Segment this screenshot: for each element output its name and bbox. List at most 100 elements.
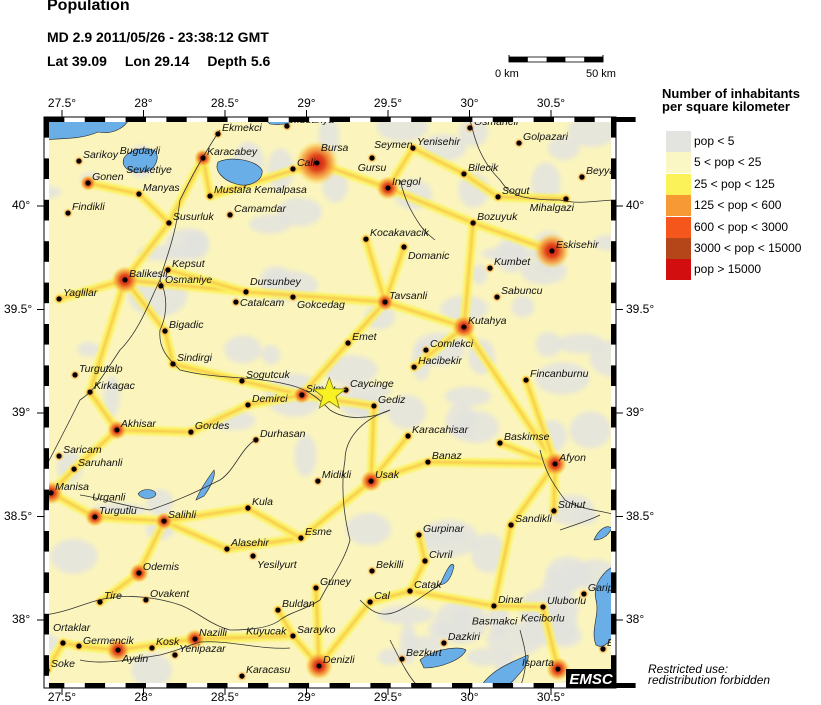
city-marker-saricam [56,453,62,459]
lon-tick-label-bottom: 27.5° [47,690,77,704]
frame-segment [44,406,49,428]
low-density-area [77,342,100,357]
frame-segment [554,117,575,122]
frame-segment [105,683,126,688]
frame-segment [370,117,391,122]
city-marker-durhasan [253,437,259,443]
road-core [299,479,373,540]
lake-isikli [439,564,455,586]
low-density-area [294,434,317,477]
road-core [166,268,248,294]
sea-marmara [44,117,131,141]
low-density-area [531,162,561,204]
city-label-nazilli: Nazilli [199,627,228,639]
city-marker-sabuncu [494,294,500,300]
low-density-area [471,533,507,573]
frame-segment [44,510,49,531]
frame-segment [611,158,616,180]
road-core [116,637,197,652]
city-marker-gokcedag [290,294,296,300]
city-marker-cali [290,166,296,172]
city-marker-odemis [136,570,142,576]
city-marker-susurluk [166,220,172,226]
lon-tick-label-bottom: 28° [134,690,153,704]
road-core [88,278,127,394]
frame-segment [44,344,49,366]
city-marker-tire [97,599,103,605]
city-marker-usak [368,478,374,484]
city-label-karacabey: Karacabey [207,146,258,158]
frame-segment [611,344,616,366]
road-core [137,192,171,225]
epicenter-star-icon[interactable] [312,376,347,410]
low-density-area [589,339,616,377]
legend-swatch [666,259,691,281]
road-core [346,300,387,345]
legend-swatch [666,173,691,195]
city-marker-bozuyuk [470,220,476,226]
city-marker-hacibekir [411,364,417,370]
city-label-cal: Cal [374,590,390,602]
frame-segment [611,324,616,345]
lake-egirdir [593,564,616,647]
city-marker-guney [313,585,319,591]
road-core [86,181,141,196]
city-label-yesilyurt: Yesilyurt [257,559,298,571]
lake-ulubat [216,158,263,186]
frame-segment [166,683,187,688]
frame-segment [452,117,473,122]
frame-segment [611,179,616,200]
city-label-findikli: Findikli [72,201,105,213]
legend-item: 3000 < pop < 15000 [666,238,821,259]
frame-segment [44,468,49,490]
road-core [408,589,496,608]
city-label-seymen: Seymen [374,139,413,151]
city-label-manisa: Manisa [55,481,89,493]
city-marker-bilecik [461,171,467,177]
city-label-afyon: Afyon [558,452,586,464]
legend-item: 5 < pop < 25 [666,152,821,174]
city-marker-germencik [76,643,82,649]
frame-segment [44,386,49,407]
frame-segment [329,683,350,688]
frame-segment [611,117,616,138]
city-label-susurluk: Susurluk [173,211,215,223]
city-marker-buldan [275,607,281,613]
depth-label: Depth 5.6 [207,53,271,69]
city-label-yenipazar: Yenipazar [179,643,226,655]
city-marker-ortaklar [60,640,66,646]
lake-demirkopru [195,469,215,501]
city-label-kuyucak: Kuyucak [246,626,287,638]
frame-segment [611,593,616,614]
low-density-area [50,538,98,574]
legend-label: pop < 5 [694,134,735,148]
city-label-basmakci: Basmakci [472,616,518,628]
road-core [426,460,557,466]
longitude-label: Lon 29.14 [124,53,190,69]
low-density-area [261,345,281,365]
city-label-uluborlu: Uluborlu [547,595,586,607]
lat-tick-label-right: 39.5° [626,301,655,316]
city-marker-kumbet [487,265,493,271]
city-label-mustafa-kemalpasa: Mustafa Kemalpasa [214,184,307,196]
frame-segment [615,117,636,122]
frame-segment [146,117,167,122]
city-marker-sarikoy [76,158,82,164]
city-marker-dursunbey [243,289,249,295]
city-label-bigadic: Bigadic [169,319,204,331]
emsc-logo: EMSC [566,669,616,688]
lon-tick-label-top: 29.5° [373,96,403,110]
city-label-catalcam: Catalcam [240,297,285,309]
low-density-area [259,266,293,292]
city-marker-salihli [161,518,167,524]
city-marker-osmaneli [467,125,473,131]
city-label-yenisehir: Yenisehir [417,136,461,148]
low-density-area [567,117,616,148]
road-core [171,362,244,383]
city-label-sogut: Sogut [502,185,531,197]
city-label-bozuyuk: Bozuyuk [477,211,518,223]
city-label-catak: Catak [414,579,442,591]
frame-segment [44,137,49,159]
city-marker-bekilli [369,568,375,574]
legend-swatch [666,238,691,259]
